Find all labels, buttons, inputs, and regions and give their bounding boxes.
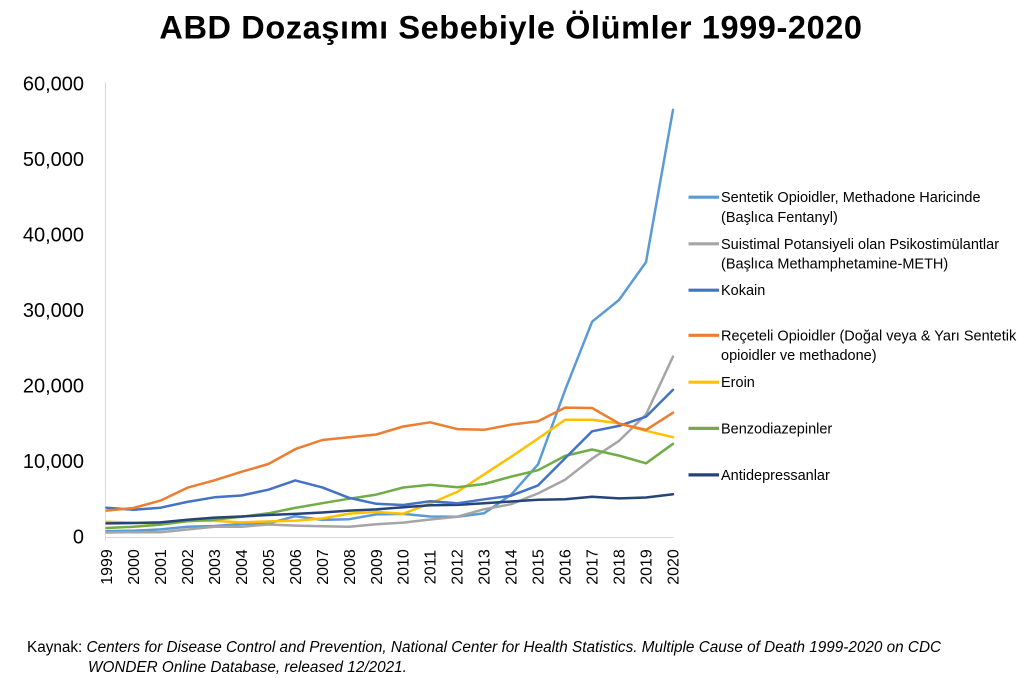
svg-text:ABD Dozaşımı Sebebiyle Ölümler: ABD Dozaşımı Sebebiyle Ölümler 1999-2020 xyxy=(159,10,862,46)
svg-text:40,000: 40,000 xyxy=(23,224,84,246)
svg-text:2012: 2012 xyxy=(450,549,467,585)
svg-text:2019: 2019 xyxy=(639,549,656,585)
svg-text:2000: 2000 xyxy=(126,549,143,585)
svg-text:WONDER Online Database, releas: WONDER Online Database, released 12/2021… xyxy=(88,659,407,676)
svg-text:opioidler ve methadone): opioidler ve methadone) xyxy=(721,348,877,364)
svg-text:Suistimal Potansiyeli olan Psi: Suistimal Potansiyeli olan Psikostimülan… xyxy=(721,237,999,253)
svg-text:2004: 2004 xyxy=(234,549,251,585)
svg-text:2006: 2006 xyxy=(288,549,305,585)
svg-text:Benzodiazepinler: Benzodiazepinler xyxy=(721,421,832,437)
svg-text:2010: 2010 xyxy=(396,549,413,585)
svg-text:Sentetik Opioidler, Methadone: Sentetik Opioidler, Methadone Haricinde xyxy=(721,190,981,206)
svg-text:2013: 2013 xyxy=(477,549,494,585)
svg-text:2015: 2015 xyxy=(531,549,548,585)
svg-text:2003: 2003 xyxy=(207,549,224,585)
svg-text:2008: 2008 xyxy=(342,549,359,585)
svg-text:2011: 2011 xyxy=(423,550,440,585)
svg-text:2001: 2001 xyxy=(153,549,170,585)
svg-text:2007: 2007 xyxy=(315,549,332,585)
svg-text:Eroin: Eroin xyxy=(721,375,755,391)
svg-text:2017: 2017 xyxy=(585,549,602,585)
svg-text:2005: 2005 xyxy=(261,549,278,585)
svg-text:50,000: 50,000 xyxy=(23,149,84,171)
svg-text:(Başlıca Fentanyl): (Başlıca Fentanyl) xyxy=(721,210,838,226)
svg-text:10,000: 10,000 xyxy=(23,451,84,473)
svg-text:0: 0 xyxy=(73,526,84,548)
svg-text:2002: 2002 xyxy=(180,549,197,585)
svg-text:2014: 2014 xyxy=(504,549,521,585)
svg-text:Antidepressanlar: Antidepressanlar xyxy=(721,468,830,484)
svg-text:Reçeteli Opioidler (Doğal veya: Reçeteli Opioidler (Doğal veya & Yarı Se… xyxy=(721,328,1017,344)
svg-text:20,000: 20,000 xyxy=(23,375,84,397)
svg-text:2009: 2009 xyxy=(369,549,386,585)
svg-text:Kaynak: Centers for Disease Co: Kaynak: Centers for Disease Control and … xyxy=(27,639,942,656)
svg-text:(Başlıca Methamphetamine-METH): (Başlıca Methamphetamine-METH) xyxy=(721,257,948,273)
svg-text:60,000: 60,000 xyxy=(23,73,84,95)
svg-text:Kokain: Kokain xyxy=(721,283,765,299)
svg-text:2018: 2018 xyxy=(612,549,629,585)
svg-text:2016: 2016 xyxy=(558,549,575,585)
svg-text:1999: 1999 xyxy=(99,549,116,585)
svg-text:2020: 2020 xyxy=(666,549,683,585)
svg-text:30,000: 30,000 xyxy=(23,300,84,322)
